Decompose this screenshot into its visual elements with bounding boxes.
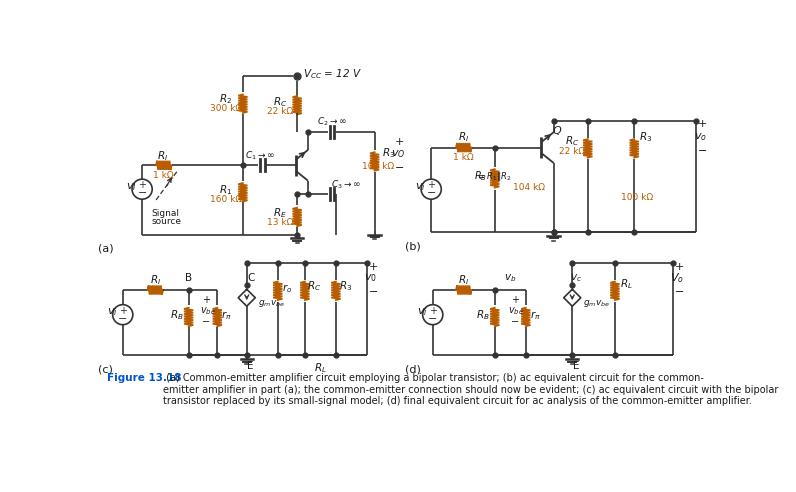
Text: $v_0$: $v_0$: [365, 273, 377, 284]
Text: (d): (d): [405, 365, 421, 374]
Text: +: +: [119, 306, 127, 316]
Text: +: +: [139, 181, 146, 190]
Text: $v_i$: $v_i$: [107, 307, 117, 318]
Text: E: E: [248, 361, 254, 371]
Text: 1 kΩ: 1 kΩ: [153, 171, 174, 180]
Text: $R_2$: $R_2$: [220, 92, 232, 106]
Text: −: −: [395, 163, 404, 173]
Text: $R_E$: $R_E$: [273, 206, 287, 220]
Text: (a) Common-emitter amplifier circuit employing a bipolar transistor; (b) ac equi: (a) Common-emitter amplifier circuit emp…: [163, 373, 778, 406]
Text: $v_b$: $v_b$: [504, 273, 517, 284]
Text: $v_o$: $v_o$: [693, 132, 707, 144]
Text: −: −: [698, 147, 707, 156]
Text: $C_2\to\infty$: $C_2\to\infty$: [317, 116, 347, 128]
Text: $R_B$: $R_B$: [474, 169, 487, 183]
Text: $= R_1{\|}R_2$: $= R_1{\|}R_2$: [475, 170, 511, 183]
Text: (a): (a): [98, 244, 114, 253]
Text: $C_1\to\infty$: $C_1\to\infty$: [245, 149, 275, 161]
Text: $V_{CC}$ = 12 V: $V_{CC}$ = 12 V: [303, 67, 362, 81]
Text: $R_B$: $R_B$: [170, 308, 184, 322]
Text: $R_C$: $R_C$: [565, 134, 579, 148]
Text: 100 kΩ: 100 kΩ: [362, 162, 395, 171]
Text: 300 kΩ: 300 kΩ: [210, 104, 242, 113]
Text: −: −: [369, 287, 378, 297]
Text: $R_C$: $R_C$: [307, 279, 322, 293]
Text: +: +: [698, 120, 707, 129]
Text: $v_I$: $v_I$: [126, 181, 137, 193]
Text: Signal: Signal: [151, 209, 179, 217]
Text: $v_i$: $v_i$: [415, 181, 426, 193]
Text: $v_{be}$: $v_{be}$: [509, 305, 525, 317]
Text: (b): (b): [405, 241, 421, 251]
Text: $R_3$: $R_3$: [338, 279, 352, 293]
Text: $R_I$: $R_I$: [150, 273, 161, 287]
Text: 1 kΩ: 1 kΩ: [454, 153, 474, 162]
Text: 160 kΩ: 160 kΩ: [210, 195, 242, 204]
Text: −: −: [428, 313, 438, 324]
Text: $v_{be}$: $v_{be}$: [200, 305, 216, 317]
Text: $C_3\to\infty$: $C_3\to\infty$: [331, 178, 361, 191]
Text: 13 kΩ: 13 kΩ: [267, 218, 293, 227]
Text: $g_m v_{be}$: $g_m v_{be}$: [258, 298, 285, 308]
Text: −: −: [511, 317, 519, 327]
Text: $R_1$: $R_1$: [219, 183, 232, 197]
Text: $g_m v_{be}$: $g_m v_{be}$: [583, 298, 611, 308]
Text: $r_\pi$: $r_\pi$: [221, 309, 232, 322]
Text: $R_B$: $R_B$: [476, 308, 490, 322]
Text: $R_3$: $R_3$: [382, 146, 395, 160]
Text: 22 kΩ: 22 kΩ: [267, 107, 293, 116]
Text: +: +: [674, 262, 684, 272]
Text: $R_I$: $R_I$: [458, 131, 470, 145]
Text: $v_c$: $v_c$: [570, 273, 582, 284]
Text: $R_I$: $R_I$: [458, 273, 470, 287]
Text: +: +: [511, 295, 519, 305]
Text: 22 kΩ: 22 kΩ: [559, 147, 585, 156]
Text: −: −: [427, 188, 436, 198]
Text: $R_L$: $R_L$: [620, 277, 633, 291]
Text: $v_i$: $v_i$: [416, 307, 427, 318]
Text: B: B: [185, 274, 192, 283]
Text: −: −: [138, 188, 146, 198]
Text: C: C: [247, 274, 254, 283]
Text: +: +: [427, 181, 435, 190]
Text: $R_I$: $R_I$: [158, 149, 169, 163]
Text: $V_o$: $V_o$: [670, 272, 684, 285]
Text: E: E: [573, 361, 579, 371]
Text: −: −: [202, 317, 210, 327]
Text: $r_\pi$: $r_\pi$: [529, 309, 540, 322]
Text: (c): (c): [98, 365, 113, 374]
Text: +: +: [395, 137, 404, 147]
Text: $R_3$: $R_3$: [639, 131, 653, 145]
Text: +: +: [202, 295, 210, 305]
Text: +: +: [429, 306, 437, 316]
Text: −: −: [674, 287, 684, 297]
Text: 100 kΩ: 100 kΩ: [621, 193, 653, 202]
Text: $R_L$: $R_L$: [314, 361, 327, 375]
Text: $R_C$: $R_C$: [273, 95, 287, 109]
Text: 104 kΩ: 104 kΩ: [513, 183, 544, 192]
Text: −: −: [118, 313, 127, 324]
Text: $v_O$: $v_O$: [391, 148, 405, 159]
Text: source: source: [151, 217, 181, 226]
Text: $r_o$: $r_o$: [282, 282, 292, 295]
Text: Q: Q: [552, 126, 561, 136]
Text: +: +: [369, 262, 378, 272]
Text: Figure 13.18: Figure 13.18: [107, 373, 181, 383]
